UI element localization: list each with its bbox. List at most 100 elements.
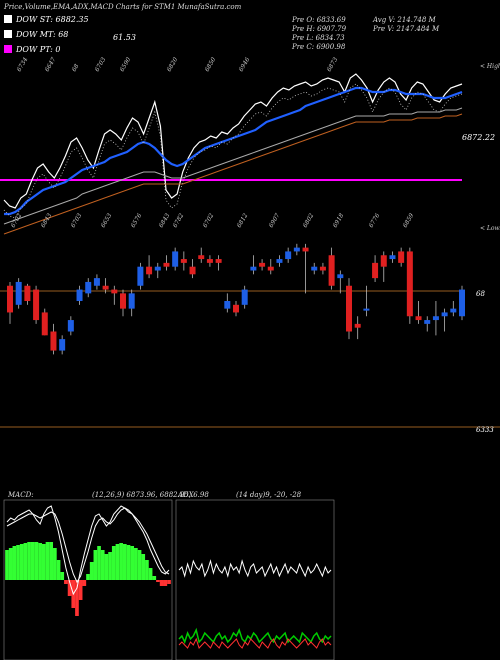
macd-histogram-bar bbox=[49, 542, 54, 580]
stat-pre-open: Pre O: 6833.69 bbox=[292, 16, 346, 24]
macd-histogram-bar bbox=[100, 550, 105, 580]
candle-body bbox=[206, 259, 213, 263]
candle-body bbox=[311, 266, 318, 271]
adx-series-line-2 bbox=[178, 637, 332, 649]
price-bottom-tick-label: 6907 bbox=[268, 212, 282, 229]
candle-body bbox=[259, 262, 266, 267]
price-top-tick-label: 6703 bbox=[94, 56, 108, 73]
candle-body bbox=[41, 312, 48, 336]
candle-body bbox=[389, 255, 396, 260]
macd-histogram-bar bbox=[134, 548, 138, 580]
candle-body bbox=[398, 251, 405, 263]
macd-histogram-bar bbox=[93, 550, 98, 580]
candle-body bbox=[154, 266, 161, 271]
macd-histogram-bar bbox=[167, 580, 171, 584]
macd-histogram-bar bbox=[156, 580, 160, 582]
price-bottom-tick-label: 6702 bbox=[10, 212, 24, 229]
macd-histogram-bar bbox=[41, 544, 46, 580]
candle-body bbox=[137, 266, 144, 286]
candle-body bbox=[432, 316, 439, 321]
macd-histogram-bar bbox=[45, 542, 50, 580]
price-top-tick-label: 6647 bbox=[44, 56, 58, 73]
macd-histogram-bar bbox=[56, 560, 61, 580]
candle-body bbox=[233, 304, 239, 313]
macd-histogram-bar bbox=[34, 542, 39, 580]
adx-panel-frame bbox=[175, 499, 335, 660]
candle-body bbox=[15, 281, 22, 305]
candle-body bbox=[459, 289, 465, 317]
macd-histogram-bar bbox=[145, 560, 149, 580]
adx-title: ADX bbox=[177, 491, 195, 499]
adx-series-line-1 bbox=[178, 627, 332, 645]
price-top-tick-label: 6590 bbox=[119, 56, 133, 73]
candle-body bbox=[224, 301, 231, 309]
price-bottom-tick-label: 6812 bbox=[236, 212, 250, 229]
price-last-value-label: 6872.22 bbox=[462, 133, 495, 142]
macd-histogram-bar bbox=[23, 543, 28, 580]
price-bottom-tick-label: 6782 bbox=[172, 212, 186, 229]
candle-body bbox=[111, 289, 118, 294]
macd-histogram-bar bbox=[27, 542, 31, 580]
macd-histogram-bar bbox=[67, 580, 72, 596]
price-bottom-tick-label: 6703 bbox=[70, 212, 84, 229]
candle-body bbox=[372, 262, 379, 279]
candle-body bbox=[293, 247, 300, 252]
candle-body bbox=[59, 339, 66, 351]
price-top-tick-label: 6734 bbox=[16, 56, 30, 73]
candle-body bbox=[128, 293, 135, 309]
price-corner-label-bottom: < Lows bbox=[480, 225, 500, 232]
legend-swatch-st bbox=[4, 15, 12, 23]
candle-body bbox=[380, 255, 387, 267]
candle-body bbox=[102, 285, 109, 290]
legend-dow-pt: DOW PT: 0 bbox=[4, 43, 61, 55]
candle-body bbox=[189, 266, 196, 275]
macd-histogram-bar bbox=[115, 544, 120, 580]
macd-histogram-bar bbox=[78, 580, 83, 600]
candle-body bbox=[346, 285, 352, 332]
macd-title: MACD: bbox=[7, 491, 34, 499]
candle-body bbox=[67, 320, 74, 332]
price-bottom-tick-label: 6776 bbox=[368, 212, 382, 229]
macd-histogram-bar bbox=[141, 554, 146, 580]
page-title: Price,Volume,EMA,ADX,MACD Charts for STM… bbox=[4, 3, 242, 11]
price-bottom-tick-label: 6843 bbox=[40, 212, 54, 229]
stat-pre-low: Pre L: 6834.73 bbox=[292, 34, 345, 42]
macd-histogram-bar bbox=[97, 546, 101, 580]
candle-body bbox=[50, 331, 57, 351]
macd-histogram-bar bbox=[126, 545, 131, 580]
legend-label-st: DOW ST: 6882.35 bbox=[16, 14, 89, 24]
candle-body bbox=[198, 255, 205, 260]
legend-swatch-pt bbox=[4, 45, 12, 53]
candle-body bbox=[172, 251, 179, 267]
macd-histogram-bar bbox=[108, 552, 112, 580]
candle-body bbox=[450, 308, 457, 313]
candle-body bbox=[163, 262, 170, 267]
stat-pre-high: Pre H: 6907.79 bbox=[292, 25, 347, 33]
price-dotted-line bbox=[3, 83, 463, 219]
candle-body bbox=[302, 247, 309, 252]
macd-histogram-bar bbox=[122, 544, 127, 580]
price-bottom-tick-label: 6918 bbox=[332, 212, 346, 229]
macd-series-line-1 bbox=[6, 507, 170, 584]
candle-body bbox=[415, 316, 422, 321]
legend-label-mt: DOW MT: 68 bbox=[16, 29, 69, 39]
price-bottom-tick-label: 6859 bbox=[402, 212, 416, 229]
price-bottom-tick-label: 6653 bbox=[100, 212, 114, 229]
candle-body bbox=[354, 323, 361, 328]
candle-body bbox=[285, 251, 292, 260]
macd-series-line-0 bbox=[6, 505, 170, 596]
candle-body bbox=[24, 285, 31, 301]
macd-histogram-bar bbox=[111, 546, 116, 580]
candle-body bbox=[441, 312, 448, 317]
price-series-line-3 bbox=[3, 113, 463, 235]
price-bottom-tick-label: 6576 bbox=[130, 212, 144, 229]
legend-swatch-mt bbox=[4, 30, 12, 38]
stat-avg-volume: Avg V: 214.748 M bbox=[373, 16, 436, 24]
macd-histogram-bar bbox=[82, 580, 87, 586]
adx-series-line-0 bbox=[178, 559, 332, 578]
macd-histogram-bar bbox=[163, 580, 168, 586]
candle-body bbox=[406, 251, 413, 317]
price-top-tick-label: 6873 bbox=[326, 56, 340, 73]
candle-body bbox=[337, 274, 344, 279]
